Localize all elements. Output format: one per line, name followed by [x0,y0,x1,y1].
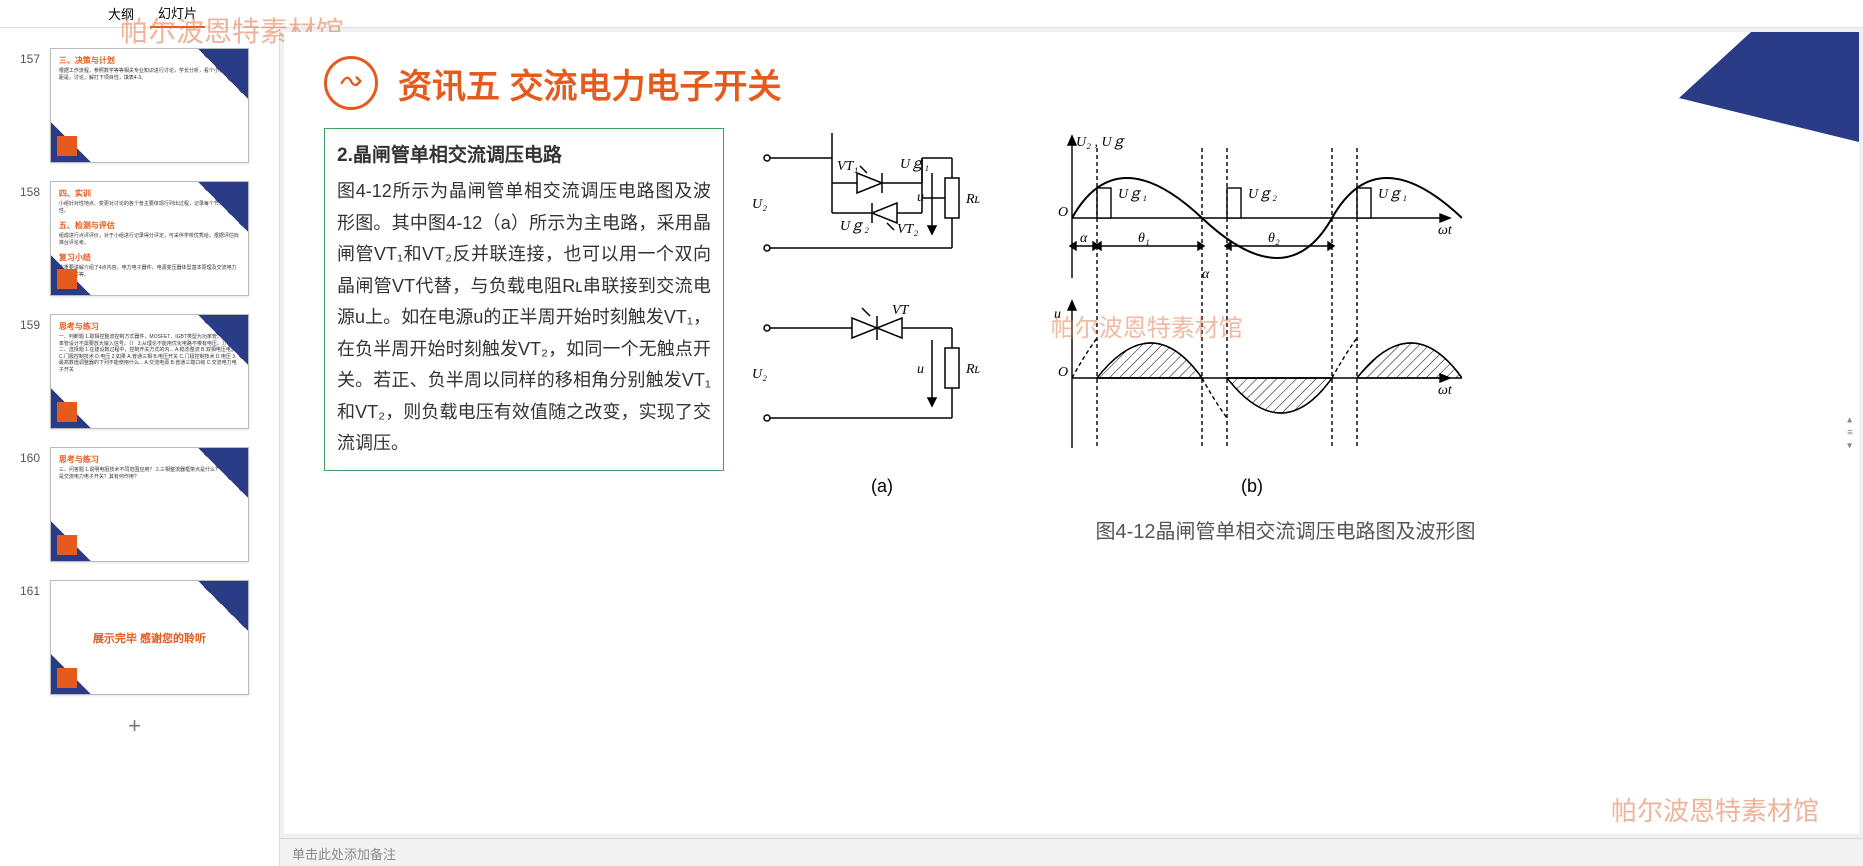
scroll-grip-icon[interactable]: ≡ [1847,428,1853,439]
slide-scroll-controls[interactable]: ▴ ≡ ▾ [1847,415,1853,452]
figure-caption: 图4-12晶闸管单相交流调压电路图及波形图 [752,515,1819,544]
thumbnail-slide[interactable]: 三、决策与计划根据工作流程，参照数学等等相关专业知识进行讨论，学长分析，看个小姐… [50,48,249,163]
svg-text:VT₂: VT₂ [897,222,918,237]
thumbnail[interactable]: 157三、决策与计划根据工作流程，参照数学等等相关专业知识进行讨论，学长分析，看… [20,48,249,163]
text-box[interactable]: 2.晶闸管单相交流调压电路 图4-12所示为晶闸管单相交流调压电路图及波形图。其… [324,128,724,471]
view-tabs: 大纲 幻灯片 帕尔波恩特素材馆 [0,0,1863,28]
thumbnail[interactable]: 161展示完毕 感谢您的聆听 [20,580,249,695]
scroll-down-icon[interactable]: ▾ [1847,441,1853,452]
svg-text:u: u [917,362,924,377]
tab-slides[interactable]: 幻灯片 [150,0,205,28]
thumbnail[interactable]: 160思考与练习三、问答题 1.说明电阻技术不同范围应用？ 2.三相整流器框架点… [20,447,249,562]
scroll-up-icon[interactable]: ▴ [1847,415,1853,426]
svg-text:O: O [1058,365,1068,380]
svg-text:VT₁: VT₁ [837,159,858,174]
slide-number: 158 [20,181,50,296]
circuit-diagram-a: U₂ VT₁ Uｇ₁ Uｇ₂ VT₂ u Rʟ U₂ VT u [752,128,1012,497]
textbox-heading: 2.晶闸管单相交流调压电路 [337,139,711,172]
svg-text:U₂: U₂ [752,197,767,212]
svg-text:O: O [1058,205,1068,220]
sublabel-b: (b) [1241,476,1263,497]
slide-header: 资讯五 交流电力电子开关 [284,32,1859,110]
waveform-b: U₂ , Uｇ Uｇ₁ Uｇ₂ Uｇ₁ O ωt α θ₁ θ₂ α [1042,128,1462,497]
slide-number: 160 [20,447,50,562]
thumbnail[interactable]: 159思考与练习一、判断题 1.取相控整流控制方式器件，MOSFET、IGBT类… [20,314,249,429]
svg-text:Uｇ₁: Uｇ₁ [1118,187,1147,202]
svg-text:ωt: ωt [1438,223,1453,238]
svg-text:Rʟ: Rʟ [965,192,980,207]
editor-column: 资讯五 交流电力电子开关 2.晶闸管单相交流调压电路 图4-12所示为晶闸管单相… [280,28,1863,866]
thumbnail-slide[interactable]: 思考与练习三、问答题 1.说明电阻技术不同范围应用？ 2.三相整流器框架点是什么… [50,447,249,562]
figure-area: 帕尔波恩特素材馆 [752,128,1819,544]
svg-text:VT: VT [892,303,910,318]
main-slide[interactable]: 资讯五 交流电力电子开关 2.晶闸管单相交流调压电路 图4-12所示为晶闸管单相… [284,32,1859,834]
add-slide-button[interactable]: + [20,713,249,739]
svg-text:Uｇ₂: Uｇ₂ [1248,187,1277,202]
thumbnail-slide[interactable]: 四、实训小组针对性地点、变更对讨论的各个普主要体现行列出过程，记录每个节点的特性… [50,181,249,296]
main-row: 157三、决策与计划根据工作流程，参照数学等等相关专业知识进行讨论，学长分析，看… [0,28,1863,866]
svg-text:U₂ , Uｇ: U₂ , Uｇ [1076,135,1126,150]
svg-text:α: α [1202,267,1210,282]
svg-text:α: α [1080,231,1088,246]
slide-number: 159 [20,314,50,429]
svg-text:U₂: U₂ [752,367,767,382]
svg-text:Uｇ₁: Uｇ₁ [1378,187,1407,202]
tab-outline[interactable]: 大纲 [100,0,142,27]
thumbnail-panel[interactable]: 157三、决策与计划根据工作流程，参照数学等等相关专业知识进行讨论，学长分析，看… [0,28,280,866]
notes-bar[interactable]: 单击此处添加备注 [280,838,1863,866]
svg-text:Rʟ: Rʟ [965,362,980,377]
slide-title: 资讯五 交流电力电子开关 [398,59,781,108]
svg-text:u: u [917,190,924,205]
svg-text:ωt: ωt [1438,383,1453,398]
textbox-body: 图4-12所示为晶闸管单相交流调压电路图及波形图。其中图4-12（a）所示为主电… [337,176,711,460]
svg-text:u: u [1054,307,1061,322]
svg-text:θ₂: θ₂ [1268,231,1280,246]
thumbnail-slide[interactable]: 展示完毕 感谢您的聆听 [50,580,249,695]
thumbnail-slide[interactable]: 思考与练习一、判断题 1.取相控整流控制方式器件，MOSFET、IGBT类型为功… [50,314,249,429]
sublabel-a: (a) [871,476,893,497]
header-icon [324,56,378,110]
svg-text:Uｇ₁: Uｇ₁ [900,157,929,172]
slide-number: 157 [20,48,50,163]
slide-number: 161 [20,580,50,695]
content-row: 2.晶闸管单相交流调压电路 图4-12所示为晶闸管单相交流调压电路图及波形图。其… [284,110,1859,544]
svg-text:Uｇ₂: Uｇ₂ [840,219,869,234]
svg-text:θ₁: θ₁ [1138,231,1150,246]
thumbnail[interactable]: 158四、实训小组针对性地点、变更对讨论的各个普主要体现行列出过程，记录每个节点… [20,181,249,296]
watermark-bottom: 帕尔波恩特素材馆 [1611,791,1819,828]
